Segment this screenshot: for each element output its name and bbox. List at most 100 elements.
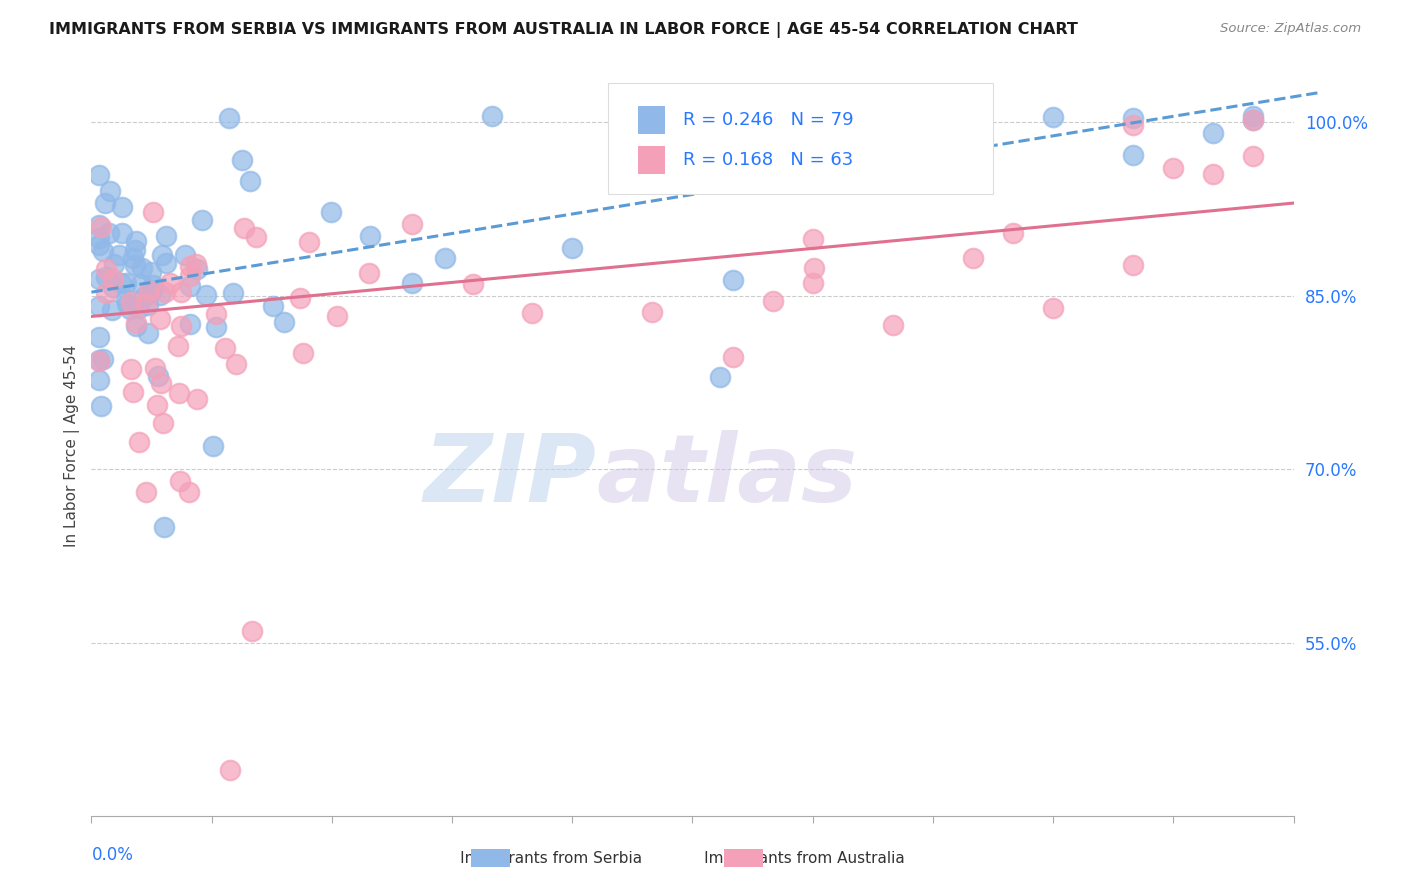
Point — [149, 312, 172, 326]
Point — [1243, 149, 1265, 163]
Point — [91, 244, 114, 259]
Point — [882, 318, 904, 332]
Point — [122, 251, 145, 265]
Point — [89, 352, 111, 367]
Point — [233, 221, 256, 235]
Point — [1122, 118, 1144, 132]
Point — [202, 439, 225, 453]
Point — [150, 247, 173, 261]
Point — [401, 276, 423, 290]
Point — [143, 361, 166, 376]
Point — [110, 276, 132, 290]
Point — [1243, 109, 1265, 123]
Point — [120, 294, 142, 309]
Text: Immigrants from Serbia: Immigrants from Serbia — [426, 851, 643, 865]
Point — [142, 278, 165, 293]
Point — [174, 248, 197, 262]
Point — [101, 272, 124, 286]
Point — [273, 315, 295, 329]
Point — [94, 262, 117, 277]
Point — [146, 398, 169, 412]
Point — [139, 265, 162, 279]
Point — [1122, 258, 1144, 272]
Point — [709, 369, 731, 384]
Text: Immigrants from Australia: Immigrants from Australia — [671, 851, 904, 865]
Point — [1163, 161, 1185, 176]
Point — [108, 247, 131, 261]
Point — [561, 241, 583, 255]
Point — [205, 319, 228, 334]
Point — [179, 268, 201, 283]
Point — [89, 373, 111, 387]
Point — [170, 285, 193, 299]
Point — [94, 195, 117, 210]
Point — [89, 237, 111, 252]
Point — [641, 304, 664, 318]
Point — [111, 226, 134, 240]
Point — [146, 369, 169, 384]
Point — [118, 302, 141, 317]
Point — [142, 205, 165, 219]
Text: atlas: atlas — [596, 430, 858, 522]
Point — [1001, 226, 1024, 240]
Point — [121, 385, 143, 400]
Point — [136, 326, 159, 340]
Point — [138, 284, 160, 298]
Point — [205, 307, 228, 321]
Point — [115, 292, 138, 306]
Point — [721, 273, 744, 287]
Text: R = 0.246   N = 79: R = 0.246 N = 79 — [683, 111, 853, 128]
Point — [149, 287, 172, 301]
FancyBboxPatch shape — [638, 146, 665, 174]
Point — [292, 345, 315, 359]
Point — [801, 232, 824, 246]
Point — [120, 362, 142, 376]
Point — [170, 318, 193, 333]
Point — [135, 485, 157, 500]
Point — [1202, 167, 1225, 181]
Point — [136, 298, 159, 312]
Point — [132, 290, 155, 304]
Point — [298, 235, 321, 249]
Point — [131, 260, 153, 275]
Point — [125, 316, 148, 330]
Y-axis label: In Labor Force | Age 45-54: In Labor Force | Age 45-54 — [65, 345, 80, 547]
Point — [124, 243, 146, 257]
Point — [222, 285, 245, 300]
FancyBboxPatch shape — [609, 83, 993, 194]
Point — [89, 299, 111, 313]
Point — [155, 256, 177, 270]
Point — [225, 357, 247, 371]
Point — [155, 228, 177, 243]
Text: R = 0.168   N = 63: R = 0.168 N = 63 — [683, 151, 853, 169]
Point — [89, 231, 111, 245]
Point — [167, 339, 190, 353]
Text: ZIP: ZIP — [423, 430, 596, 522]
Point — [186, 257, 208, 271]
Point — [159, 276, 181, 290]
Point — [141, 284, 163, 298]
Point — [214, 341, 236, 355]
Point — [98, 184, 121, 198]
Point — [357, 266, 380, 280]
Point — [128, 435, 150, 450]
Point — [1122, 148, 1144, 162]
Point — [1122, 112, 1144, 126]
Point — [103, 257, 125, 271]
Point — [186, 392, 208, 406]
Point — [96, 285, 118, 300]
Text: IMMIGRANTS FROM SERBIA VS IMMIGRANTS FROM AUSTRALIA IN LABOR FORCE | AGE 45-54 C: IMMIGRANTS FROM SERBIA VS IMMIGRANTS FRO… — [49, 22, 1078, 38]
Point — [135, 296, 157, 310]
Point — [1042, 110, 1064, 124]
Point — [882, 169, 904, 184]
Point — [89, 329, 111, 343]
Point — [1202, 126, 1225, 140]
Point — [115, 297, 138, 311]
Point — [179, 260, 201, 274]
Point — [125, 319, 148, 334]
Point — [803, 261, 825, 276]
Point — [219, 763, 242, 777]
Point — [177, 485, 200, 500]
Point — [194, 288, 217, 302]
Point — [94, 269, 117, 284]
